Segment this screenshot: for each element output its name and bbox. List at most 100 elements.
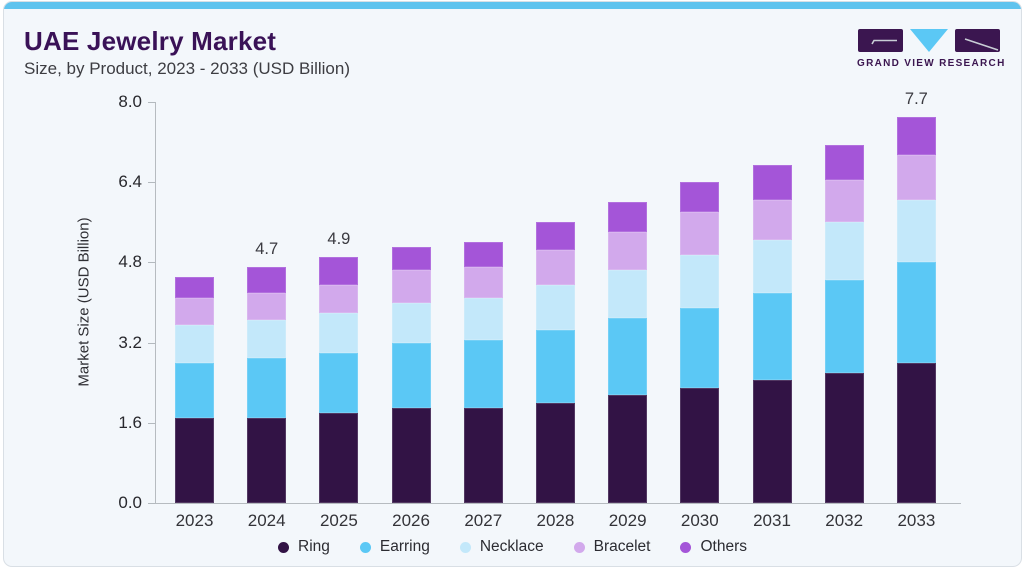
bar-segment-ring (463, 407, 503, 503)
bar-segment-others (608, 202, 648, 233)
stacked-bar-chart: Market Size (USD Billion) 8.0 6.4 4.8 3.2 1.… (4, 2, 1021, 566)
bar-group-2031: 2031 (752, 164, 792, 530)
bar-segment-ring (535, 402, 575, 503)
bar-segment-necklace (608, 269, 648, 318)
x-tick-label: 2033 (897, 511, 936, 530)
bar-group-2023: 2023 (175, 277, 214, 530)
page-subtitle: Size, by Product, 2023 - 2033 (USD Billi… (24, 59, 350, 78)
bar-segment-bracelet (391, 269, 431, 303)
bar-segment-bracelet (608, 232, 648, 270)
legend-label: Others (700, 538, 747, 555)
bar-segment-necklace (896, 199, 936, 263)
bar-group-2030: 2030 (680, 182, 720, 530)
x-tick-label: 2028 (536, 511, 575, 530)
x-tick-label: 2024 (247, 511, 286, 530)
bar-segment-ring (391, 407, 431, 503)
bar-segment-necklace (247, 320, 287, 358)
bar-segment-others (247, 267, 287, 293)
legend-label: Bracelet (593, 538, 651, 555)
y-axis-title: Market Size (USD Billion) (75, 217, 93, 387)
bar-value-label: 4.9 (327, 230, 351, 249)
bar-segment-ring (608, 395, 648, 503)
bar-segment-earring (824, 280, 864, 373)
bar-segment-necklace (319, 312, 359, 353)
y-tick-label: 3.2 (118, 332, 142, 352)
bar-segment-ring (896, 362, 936, 503)
y-tick-label: 0.0 (118, 493, 142, 512)
legend-item-necklace: Necklace (459, 538, 544, 556)
grand-view-research-logo: GRAND VIEW RESEARCH (857, 28, 1004, 69)
legend: Ring Earring Necklace Bracelet Others (4, 538, 1021, 556)
y-tick-mark (148, 503, 155, 504)
y-tick-mark (148, 262, 155, 264)
legend-dot-bracelet (573, 541, 585, 553)
bar-segment-others (824, 144, 864, 180)
bar-segment-bracelet (824, 179, 864, 223)
legend-label: Necklace (479, 538, 544, 555)
bar-segment-bracelet (175, 297, 214, 326)
legend-dot-necklace (459, 541, 471, 553)
x-tick-label: 2032 (825, 511, 864, 530)
x-tick-label: 2023 (175, 511, 214, 530)
bar-segment-ring (680, 387, 720, 503)
bar-segment-others (391, 247, 431, 270)
y-tick-mark (148, 342, 155, 344)
bar-group-2027: 2027 (463, 242, 503, 530)
bars: 2023 4.7 2024 4.9 2025 2026 2027 2028 2029 2030 20… (156, 90, 960, 530)
bar-group-2032: 2032 (824, 144, 864, 530)
bar-group-2029: 2029 (608, 202, 648, 530)
bar-segment-necklace (752, 239, 792, 293)
y-axis-line (155, 102, 156, 503)
bar-segment-necklace (680, 254, 720, 308)
legend-item-earring: Earring (359, 538, 430, 556)
bar-group-2025: 4.9 2025 (319, 230, 359, 530)
bar-segment-earring (391, 342, 431, 408)
legend-item-others: Others (680, 538, 747, 556)
gvr-logo-icon (858, 29, 1000, 52)
bar-segment-necklace (175, 325, 214, 363)
legend-item-ring: Ring (278, 538, 330, 556)
bar-value-label: 4.7 (255, 240, 279, 259)
top-accent-bar (4, 2, 1021, 9)
bar-segment-necklace (463, 297, 503, 341)
bar-segment-ring (175, 417, 214, 503)
x-tick-label: 2025 (319, 511, 358, 530)
bar-group-2028: 2028 (535, 222, 575, 530)
bar-segment-earring (247, 357, 287, 418)
bar-segment-earring (896, 262, 936, 363)
x-axis-line (155, 503, 961, 504)
x-tick-label: 2027 (464, 511, 503, 530)
bar-segment-ring (824, 372, 864, 503)
bar-segment-earring (608, 317, 648, 396)
bar-group-2033: 7.7 2033 (896, 90, 936, 530)
bar-segment-bracelet (896, 154, 936, 200)
legend-dot-others (680, 541, 692, 553)
bar-segment-necklace (824, 222, 864, 281)
bar-segment-others (680, 182, 720, 213)
legend-label: Earring (379, 538, 430, 555)
page-title: UAE Jewelry Market (24, 26, 277, 56)
bar-segment-bracelet (535, 249, 575, 285)
legend-dot-ring (278, 541, 289, 553)
legend-dot-earring (359, 541, 371, 553)
bar-segment-ring (319, 412, 359, 503)
bar-segment-necklace (535, 284, 575, 331)
bar-segment-bracelet (680, 212, 720, 255)
y-tick-mark (148, 102, 155, 103)
bar-segment-ring (247, 417, 287, 503)
bar-segment-bracelet (463, 267, 503, 298)
bar-segment-others (319, 257, 359, 286)
legend-label: Ring (298, 538, 330, 555)
x-tick-label: 2029 (608, 511, 647, 530)
bar-group-2026: 2026 (391, 247, 431, 530)
bar-segment-bracelet (319, 285, 359, 313)
y-tick-label: 4.8 (118, 252, 142, 272)
bar-segment-earring (680, 307, 720, 388)
bar-segment-earring (463, 340, 503, 408)
bar-segment-others (752, 164, 792, 200)
y-tick-mark (148, 182, 155, 184)
bar-segment-bracelet (247, 292, 287, 321)
x-tick-label: 2026 (392, 511, 430, 530)
y-tick-label: 6.4 (118, 172, 142, 192)
